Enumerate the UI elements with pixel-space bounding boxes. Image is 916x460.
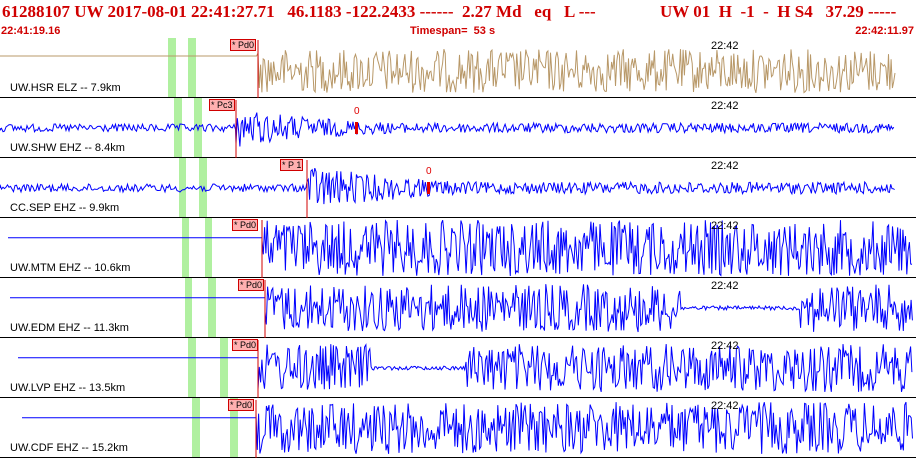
trace-row[interactable] xyxy=(0,338,916,398)
s-window-band xyxy=(194,98,202,158)
time-mark: 22:42 xyxy=(711,160,739,172)
trace-row[interactable] xyxy=(0,158,916,218)
pick-label[interactable]: * Pd0 xyxy=(228,399,255,411)
time-mark: 22:42 xyxy=(711,100,739,112)
pick-label[interactable]: * Pc3 xyxy=(209,99,235,111)
timespan-readout: Timespan= 53 s xyxy=(410,25,496,37)
trace-row[interactable] xyxy=(0,398,916,458)
waveform-canvas[interactable] xyxy=(0,38,916,460)
s-window-band xyxy=(205,218,212,278)
window-start-time: 22:41:19.16 xyxy=(1,25,61,37)
seismogram-panel[interactable]: UW.HSR ELZ -- 7.9km 22:42 * Pd0 UW.SHW EHZ … xyxy=(0,38,916,460)
s-window-band xyxy=(188,38,196,98)
amplitude-marker[interactable] xyxy=(427,182,430,194)
trace-label: UW.MTM EHZ -- 10.6km xyxy=(10,262,131,274)
trace-row[interactable] xyxy=(0,218,916,278)
amplitude-marker[interactable] xyxy=(355,122,358,134)
pick-label[interactable]: * Pd0 xyxy=(238,279,265,291)
pick-label[interactable]: * Pd0 xyxy=(232,339,259,351)
trace-row[interactable] xyxy=(0,278,916,338)
trace-label: UW.CDF EHZ -- 15.2km xyxy=(10,442,128,454)
s-window-band xyxy=(230,398,238,458)
waveform-trace xyxy=(10,284,913,333)
trace-row[interactable] xyxy=(0,98,916,158)
s-window-band xyxy=(192,398,200,458)
time-mark: 22:42 xyxy=(711,280,739,292)
waveform-trace xyxy=(8,219,913,277)
trace-label: UW.SHW EHZ -- 8.4km xyxy=(10,142,125,154)
s-window-band xyxy=(220,338,228,398)
s-window-band xyxy=(185,278,192,338)
s-window-band xyxy=(179,158,186,218)
s-window-band xyxy=(208,278,216,338)
s-window-band xyxy=(199,158,207,218)
waveform-trace xyxy=(0,167,895,205)
waveform-trace xyxy=(22,401,913,455)
pick-label[interactable]: * P 1 xyxy=(280,159,304,171)
s-window-band xyxy=(188,338,196,398)
s-window-band xyxy=(168,38,176,98)
event-summary-line: 61288107 UW 2017-08-01 22:41:27.71 46.11… xyxy=(2,2,596,21)
trace-label: UW.HSR ELZ -- 7.9km xyxy=(10,82,121,94)
amplitude-label: 0 xyxy=(354,106,360,117)
s-window-band xyxy=(182,218,189,278)
time-mark: 22:42 xyxy=(711,400,739,412)
window-end-time: 22:42:11.97 xyxy=(855,25,914,37)
trace-label: UW.EDM EHZ -- 11.3km xyxy=(10,322,129,334)
event-header: 61288107 UW 2017-08-01 22:41:27.71 46.11… xyxy=(0,0,916,38)
waveform-trace xyxy=(0,48,896,94)
waveform-trace xyxy=(18,343,913,393)
amplitude-label: 0 xyxy=(426,166,432,177)
waveform-trace xyxy=(0,112,895,147)
time-mark: 22:42 xyxy=(711,40,739,52)
trace-row[interactable] xyxy=(0,38,916,98)
time-mark: 22:42 xyxy=(711,340,739,352)
time-mark: 22:42 xyxy=(711,220,739,232)
trace-label: UW.LVP EHZ -- 13.5km xyxy=(10,382,126,394)
pick-label[interactable]: * Pd0 xyxy=(230,39,257,51)
station-info-line: UW 01 H -1 - H S4 37.29 ----- xyxy=(660,2,897,21)
trace-label: CC.SEP EHZ -- 9.9km xyxy=(10,202,120,214)
pick-label[interactable]: * Pd0 xyxy=(232,219,259,231)
